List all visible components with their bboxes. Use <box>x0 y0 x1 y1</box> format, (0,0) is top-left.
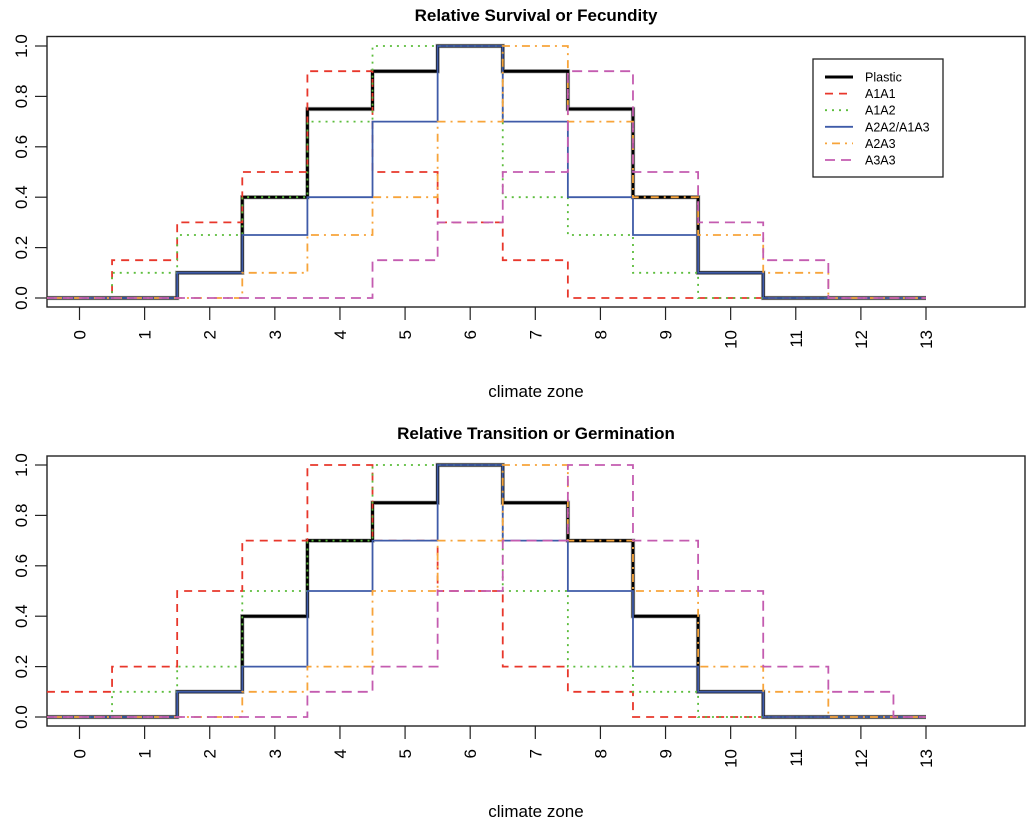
plot-frame <box>46 35 1026 308</box>
x-tick-label: 5 <box>396 749 415 758</box>
y-axis: 0.0 0.2 0.4 0.6 0.8 1.0 <box>12 453 47 729</box>
y-axis: 0.0 0.2 0.4 0.6 0.8 1.0 <box>12 34 47 310</box>
x-tick-label: 13 <box>917 749 936 768</box>
chart-title: Relative Transition or Germination <box>397 424 675 443</box>
series-line-a2a3 <box>46 464 926 718</box>
series-line-shadow <box>46 43 926 301</box>
legend-box <box>812 58 944 178</box>
x-tick-label: 0 <box>71 330 90 339</box>
y-tick-label: 1.0 <box>12 453 31 477</box>
series-group <box>46 43 926 301</box>
legend-label: A3A3 <box>865 154 896 168</box>
legend-label: A1A1 <box>865 87 896 101</box>
x-tick-label: 1 <box>136 749 155 758</box>
x-tick-label: 5 <box>396 330 415 339</box>
x-tick-label: 11 <box>787 749 806 767</box>
x-tick-label: 1 <box>136 330 155 339</box>
x-tick-label: 12 <box>852 749 871 768</box>
x-tick-label: 2 <box>201 749 220 758</box>
x-tick-label: 6 <box>461 749 480 758</box>
y-tick-label: 0.4 <box>12 604 31 628</box>
x-tick-label: 4 <box>331 749 350 758</box>
x-tick-label: 3 <box>266 330 285 339</box>
x-tick-label: 10 <box>722 749 741 768</box>
x-tick-label: 7 <box>526 330 545 339</box>
series-line-a3a3 <box>46 70 926 299</box>
legend: Plastic A1A1 A1A2 A2A2/A1A3 A2A3 A3A3 <box>812 58 944 178</box>
x-tick-label: 6 <box>461 330 480 339</box>
series-line-a2a3 <box>46 45 926 299</box>
x-tick-label: 9 <box>657 330 676 339</box>
y-tick-label: 0.8 <box>12 504 31 528</box>
series-line-a1a2 <box>46 45 926 299</box>
x-tick-label: 2 <box>201 330 220 339</box>
x-axis: 0 1 2 3 4 5 6 7 8 9 10 11 12 13 <box>71 726 936 768</box>
x-tick-label: 3 <box>266 749 285 758</box>
legend-label: A2A2/A1A3 <box>865 120 930 134</box>
y-tick-label: 0.8 <box>12 85 31 109</box>
chart-transition-germination: Relative Transition or Germination clima… <box>12 424 1026 821</box>
legend-label: A1A2 <box>865 104 896 118</box>
x-axis-label: climate zone <box>488 802 583 821</box>
x-tick-label: 9 <box>657 749 676 758</box>
x-tick-label: 7 <box>526 749 545 758</box>
y-tick-label: 1.0 <box>12 34 31 58</box>
plot-frame <box>46 455 1026 727</box>
y-tick-label: 0.0 <box>12 705 31 729</box>
chart-survival-fecundity: Relative Survival or Fecundity climate z… <box>12 6 1026 401</box>
x-tick-label: 8 <box>591 749 610 758</box>
series-line-a3a3 <box>46 464 926 718</box>
legend-label: Plastic <box>865 71 902 85</box>
chart-title: Relative Survival or Fecundity <box>415 6 658 25</box>
legend-label: A2A3 <box>865 137 896 151</box>
y-tick-label: 0.4 <box>12 185 31 209</box>
x-tick-label: 10 <box>722 330 741 349</box>
x-axis-label: climate zone <box>488 382 583 401</box>
x-tick-label: 0 <box>71 749 90 758</box>
series-line-a2a2-a1a3 <box>46 45 926 299</box>
series-line-a1a2 <box>46 464 926 718</box>
x-tick-label: 4 <box>331 330 350 339</box>
x-tick-label: 11 <box>787 330 806 348</box>
series-group <box>46 462 926 720</box>
x-tick-label: 13 <box>917 330 936 349</box>
x-tick-label: 12 <box>852 330 871 349</box>
x-axis: 0 1 2 3 4 5 6 7 8 9 10 11 12 13 <box>71 307 936 349</box>
y-tick-label: 0.2 <box>12 236 31 260</box>
series-line-a1a1 <box>46 70 926 299</box>
y-tick-label: 0.6 <box>12 554 31 578</box>
x-tick-label: 8 <box>591 330 610 339</box>
y-tick-label: 0.0 <box>12 286 31 310</box>
series-line-plastic <box>46 44 926 300</box>
y-tick-label: 0.6 <box>12 135 31 159</box>
y-tick-label: 0.2 <box>12 655 31 679</box>
